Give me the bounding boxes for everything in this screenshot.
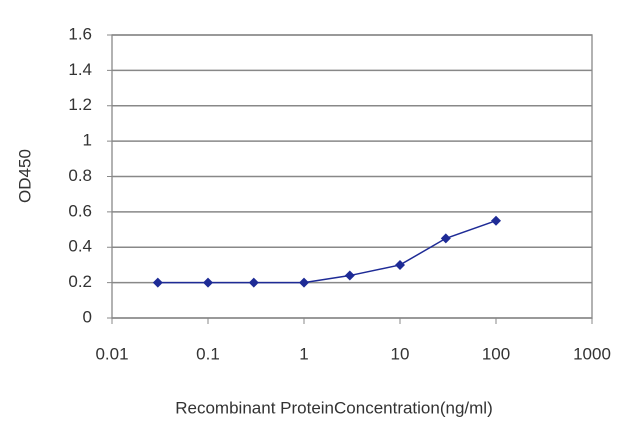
x-tick-label: 1: [299, 344, 308, 363]
data-point: [299, 277, 309, 288]
data-point: [152, 277, 163, 288]
x-tick-label: 0.1: [196, 344, 220, 363]
data-point: [491, 215, 501, 226]
data-point: [203, 277, 213, 288]
y-tick-label: 1: [83, 131, 92, 150]
data-point: [344, 270, 355, 281]
data-point: [440, 233, 451, 244]
y-tick-label: 0.4: [68, 237, 92, 256]
data-point: [395, 259, 405, 270]
x-axis-label: Recombinant ProteinConcentration(ng/ml): [175, 398, 493, 417]
y-tick-label: 0.6: [68, 201, 92, 220]
x-tick-label: 100: [482, 344, 510, 363]
y-tick-label: 0.2: [68, 272, 92, 291]
y-tick-label: 1.6: [68, 24, 92, 43]
y-tick-label: 1.4: [68, 60, 92, 79]
data-line: [157, 220, 497, 284]
y-tick-label: 0.8: [68, 166, 92, 185]
y-axis-label: OD450: [15, 149, 34, 203]
x-tick-label: 1000: [573, 344, 611, 363]
x-tick-label: 0.01: [95, 344, 128, 363]
x-tick-label: 10: [391, 344, 410, 363]
data-point: [248, 277, 259, 288]
y-tick-label: 1.2: [68, 95, 92, 114]
y-tick-label: 0: [83, 307, 92, 326]
